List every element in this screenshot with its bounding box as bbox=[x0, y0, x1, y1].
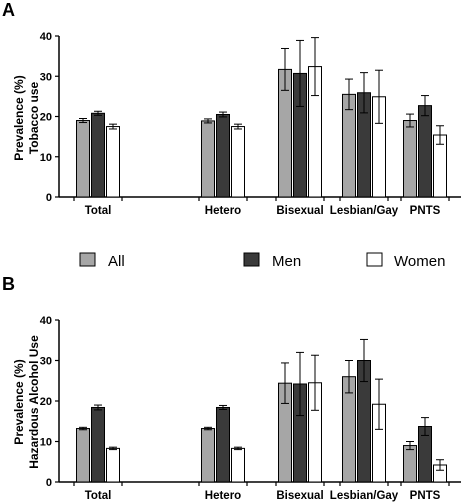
panel-b-ylabel: Prevalence (%) bbox=[12, 359, 26, 444]
panel-b-letter: B bbox=[2, 274, 15, 294]
panel-b-bar-women bbox=[231, 447, 245, 483]
panel-a-ylabel-2: Tobacco use bbox=[27, 81, 41, 154]
panel-b-category-label: Hetero bbox=[205, 490, 241, 502]
panel-a-bar-women bbox=[231, 126, 245, 198]
panel-b-y-tick-label: 30 bbox=[40, 356, 52, 368]
legend-label-women: Women bbox=[394, 253, 445, 270]
panel-a-bar-all bbox=[76, 120, 90, 198]
panel-b-category-label: Total bbox=[85, 490, 112, 502]
panel-a-bar-men bbox=[91, 112, 105, 198]
panel-a-bar-men bbox=[418, 105, 432, 198]
panel-b-y-tick-label: 20 bbox=[40, 396, 52, 408]
panel-b-category-label: Lesbian/Gay bbox=[330, 490, 399, 502]
panel-a-bar-all bbox=[201, 120, 215, 198]
panel-a-y-tick-label: 20 bbox=[40, 112, 52, 124]
panel-b-plot-area: 0 10 20 30 40 Total Hetero Bisexual Lesbian/Gay P… bbox=[40, 315, 461, 502]
panel-a-bar-men bbox=[216, 113, 230, 198]
panel-b-category-label: PNTS bbox=[410, 490, 441, 502]
panel-b-y-tick-label: 0 bbox=[46, 477, 52, 489]
panel-a-bar-women bbox=[106, 126, 120, 198]
legend-label-men: Men bbox=[272, 253, 301, 270]
panel-a-chart: A Prevalence (%) Tobacco use 0 10 20 30 40 To… bbox=[2, 0, 461, 217]
panel-a-bar-all bbox=[403, 120, 417, 198]
panel-a-category-label: Bisexual bbox=[276, 205, 323, 217]
panel-a-y-tick-label: 40 bbox=[40, 31, 52, 43]
legend: All Men Women bbox=[79, 252, 445, 270]
panel-a-y-tick-label: 30 bbox=[40, 71, 52, 83]
legend-swatch-all bbox=[79, 252, 96, 267]
panel-b-bar-men bbox=[91, 406, 105, 483]
panel-a-y-tick-label: 0 bbox=[46, 192, 52, 204]
panel-b-bar-men bbox=[216, 406, 230, 483]
panel-b-bar-all bbox=[76, 428, 90, 483]
panel-b-y-tick-label: 10 bbox=[40, 437, 52, 449]
panel-b-bar-all bbox=[201, 428, 215, 483]
panel-a-letter: A bbox=[2, 0, 15, 20]
panel-a-category-label: Total bbox=[85, 205, 112, 217]
legend-label-all: All bbox=[108, 253, 125, 270]
panel-a-plot-area: 0 10 20 30 40 Total Hetero Bisexual Lesbian/Gay P… bbox=[40, 31, 461, 217]
legend-swatch-men bbox=[243, 252, 260, 267]
panel-b-y-tick-label: 40 bbox=[40, 315, 52, 327]
panel-b-category-label: Bisexual bbox=[276, 490, 323, 502]
panel-a-category-label: Hetero bbox=[205, 205, 241, 217]
panel-b-bar-women bbox=[106, 447, 120, 483]
panel-a-ylabel: Prevalence (%) bbox=[12, 75, 26, 160]
panel-a-category-label: PNTS bbox=[410, 205, 441, 217]
panel-a-category-label: Lesbian/Gay bbox=[330, 205, 399, 217]
panel-b-bar-all bbox=[403, 445, 417, 483]
panel-b-ylabel-2: Hazardous Alcohol Use bbox=[27, 335, 41, 469]
panel-a-y-tick-label: 10 bbox=[40, 152, 52, 164]
panel-b-chart: B Prevalence (%) Hazardous Alcohol Use 0… bbox=[2, 274, 461, 502]
legend-swatch-women bbox=[366, 252, 383, 267]
